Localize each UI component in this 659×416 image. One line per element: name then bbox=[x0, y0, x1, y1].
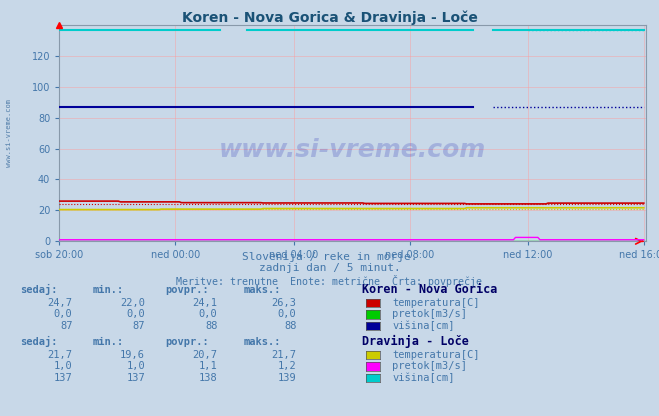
Text: 139: 139 bbox=[278, 373, 297, 383]
Text: 20,7: 20,7 bbox=[192, 350, 217, 360]
Text: 87: 87 bbox=[60, 321, 72, 331]
Text: min.:: min.: bbox=[92, 337, 123, 347]
Text: Meritve: trenutne  Enote: metrične  Črta: povprečje: Meritve: trenutne Enote: metrične Črta: … bbox=[177, 275, 482, 287]
Text: 1,0: 1,0 bbox=[54, 361, 72, 371]
Text: maks.:: maks.: bbox=[244, 337, 281, 347]
Text: Slovenija / reke in morje.: Slovenija / reke in morje. bbox=[242, 252, 417, 262]
Text: 1,2: 1,2 bbox=[278, 361, 297, 371]
Text: temperatura[C]: temperatura[C] bbox=[392, 350, 480, 360]
Text: višina[cm]: višina[cm] bbox=[392, 372, 455, 383]
Text: pretok[m3/s]: pretok[m3/s] bbox=[392, 309, 467, 319]
Text: sedaj:: sedaj: bbox=[20, 336, 57, 347]
Text: 26,3: 26,3 bbox=[272, 298, 297, 308]
Text: 24,7: 24,7 bbox=[47, 298, 72, 308]
Text: povpr.:: povpr.: bbox=[165, 337, 208, 347]
Text: Koren - Nova Gorica: Koren - Nova Gorica bbox=[362, 283, 498, 296]
Text: www.si-vreme.com: www.si-vreme.com bbox=[219, 139, 486, 162]
Text: 19,6: 19,6 bbox=[120, 350, 145, 360]
Text: min.:: min.: bbox=[92, 285, 123, 295]
Text: Koren - Nova Gorica & Dravinja - Loče: Koren - Nova Gorica & Dravinja - Loče bbox=[182, 10, 477, 25]
Text: 87: 87 bbox=[132, 321, 145, 331]
Text: www.si-vreme.com: www.si-vreme.com bbox=[5, 99, 12, 167]
Text: Dravinja - Loče: Dravinja - Loče bbox=[362, 335, 469, 348]
Text: povpr.:: povpr.: bbox=[165, 285, 208, 295]
Text: 22,0: 22,0 bbox=[120, 298, 145, 308]
Text: sedaj:: sedaj: bbox=[20, 284, 57, 295]
Text: 21,7: 21,7 bbox=[272, 350, 297, 360]
Text: 137: 137 bbox=[54, 373, 72, 383]
Text: 0,0: 0,0 bbox=[199, 309, 217, 319]
Text: višina[cm]: višina[cm] bbox=[392, 320, 455, 331]
Text: 88: 88 bbox=[284, 321, 297, 331]
Text: pretok[m3/s]: pretok[m3/s] bbox=[392, 361, 467, 371]
Text: 0,0: 0,0 bbox=[54, 309, 72, 319]
Text: 1,0: 1,0 bbox=[127, 361, 145, 371]
Text: temperatura[C]: temperatura[C] bbox=[392, 298, 480, 308]
Text: 88: 88 bbox=[205, 321, 217, 331]
Text: maks.:: maks.: bbox=[244, 285, 281, 295]
Text: zadnji dan / 5 minut.: zadnji dan / 5 minut. bbox=[258, 263, 401, 273]
Text: 21,7: 21,7 bbox=[47, 350, 72, 360]
Text: 0,0: 0,0 bbox=[127, 309, 145, 319]
Text: 137: 137 bbox=[127, 373, 145, 383]
Text: 138: 138 bbox=[199, 373, 217, 383]
Text: 24,1: 24,1 bbox=[192, 298, 217, 308]
Text: 0,0: 0,0 bbox=[278, 309, 297, 319]
Text: 1,1: 1,1 bbox=[199, 361, 217, 371]
